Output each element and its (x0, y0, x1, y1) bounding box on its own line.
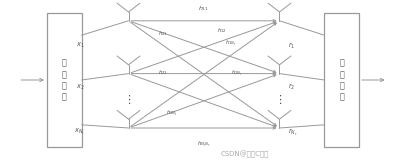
Text: $r_{N_r}$: $r_{N_r}$ (288, 126, 297, 137)
Text: $h_{2N_r}$: $h_{2N_r}$ (231, 68, 242, 78)
Text: $h_{21}$: $h_{21}$ (158, 29, 168, 38)
Text: ⋮: ⋮ (123, 95, 134, 105)
Text: 空
时
译
码: 空 时 译 码 (339, 59, 344, 101)
Text: $h_{22}$: $h_{22}$ (158, 68, 168, 77)
Text: CSDN@我爱C编程: CSDN@我爱C编程 (221, 151, 269, 158)
Text: $h_{2N_t}$: $h_{2N_t}$ (166, 109, 177, 118)
Text: $x_2$: $x_2$ (76, 83, 85, 92)
Text: $h_{N_tN_r}$: $h_{N_tN_r}$ (197, 139, 211, 149)
Text: $h_{11}$: $h_{11}$ (198, 4, 210, 13)
Text: $x_1$: $x_1$ (76, 41, 85, 50)
Text: ⋮: ⋮ (274, 95, 285, 105)
Text: 空
时
映
射: 空 时 映 射 (62, 59, 67, 101)
Bar (324, 13, 359, 147)
Text: $h_{12}$: $h_{12}$ (217, 26, 227, 35)
Bar (47, 13, 82, 147)
Text: $h_{1N_r}$: $h_{1N_r}$ (225, 38, 236, 48)
Text: $r_2$: $r_2$ (288, 82, 295, 92)
Text: $r_1$: $r_1$ (288, 40, 295, 51)
Text: $x_{N_t}$: $x_{N_t}$ (74, 127, 85, 137)
